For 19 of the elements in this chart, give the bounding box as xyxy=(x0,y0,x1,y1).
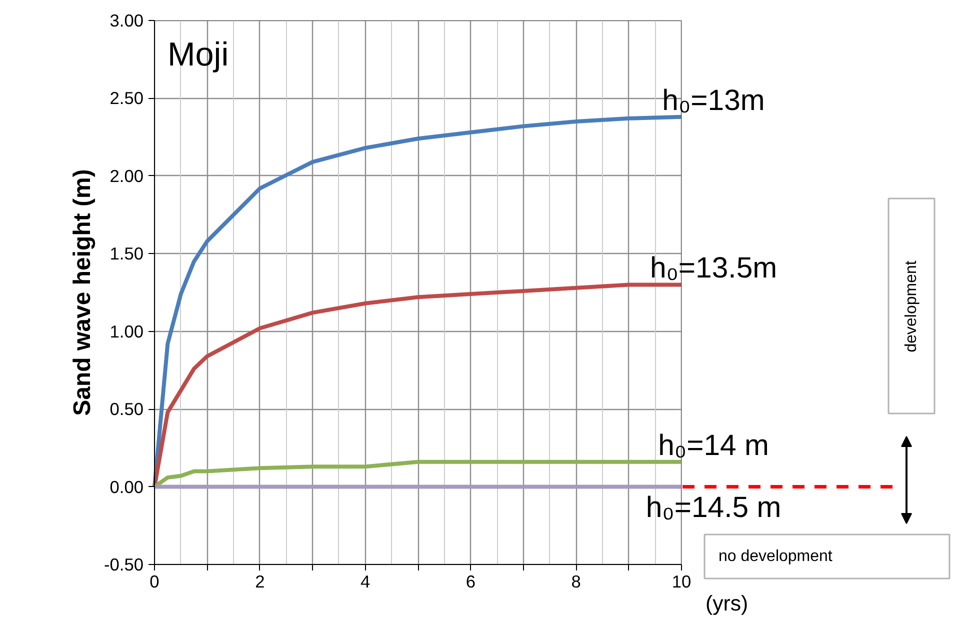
x-tick-label: 10 xyxy=(672,572,692,592)
x-tick-label: 4 xyxy=(360,572,370,592)
x-axis-title: (yrs) xyxy=(706,592,748,616)
y-axis-title: Sand wave height (m) xyxy=(69,169,96,416)
y-tick-label: 1.50 xyxy=(110,244,144,264)
y-tick-label: 1.00 xyxy=(110,321,144,342)
x-tick-label: 2 xyxy=(255,572,265,592)
y-tick-label: 0.50 xyxy=(110,399,144,420)
y-tick-label: -0.50 xyxy=(104,554,144,574)
x-tick-label: 0 xyxy=(150,572,160,592)
annotation: Moji xyxy=(168,36,229,74)
x-tick-label: 8 xyxy=(571,572,581,592)
y-tick-label: 3.00 xyxy=(110,10,144,30)
y-tick-label: 2.50 xyxy=(110,88,144,108)
x-tick-label: 6 xyxy=(466,572,476,592)
text: no development xyxy=(718,548,833,565)
y-tick-label: 2.00 xyxy=(110,166,144,186)
text: development xyxy=(903,260,920,352)
y-tick-label: 0.00 xyxy=(110,476,144,497)
